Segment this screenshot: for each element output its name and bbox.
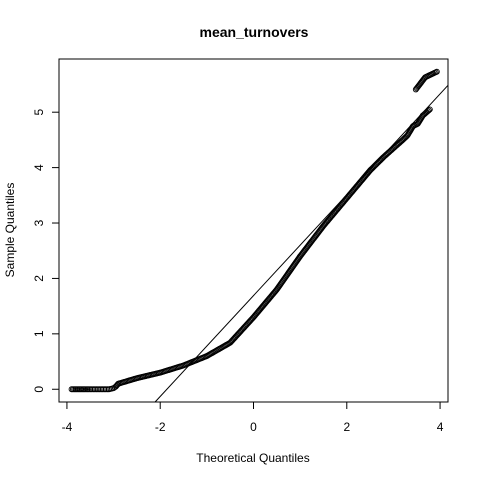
x-axis-label: Theoretical Quantiles (196, 451, 309, 465)
y-tick-label: 1 (32, 330, 46, 337)
plot-frame (58, 58, 449, 403)
data-point (426, 106, 433, 113)
x-tick-label: -4 (62, 420, 73, 434)
y-tick-label: 5 (32, 109, 46, 116)
x-tick-label: -2 (155, 420, 166, 434)
data-point (425, 107, 432, 114)
y-tick-label: 3 (32, 219, 46, 226)
y-axis-label: Sample Quantiles (3, 183, 17, 278)
chart-title: mean_turnovers (200, 24, 309, 40)
y-tick-label: 4 (32, 164, 46, 171)
y-axis: 0 1 2 3 4 5 (32, 109, 60, 393)
reference-line (154, 84, 449, 403)
data-point (433, 68, 440, 75)
data-points (68, 68, 440, 393)
x-tick-label: 4 (437, 420, 444, 434)
x-tick-label: 2 (343, 420, 350, 434)
x-axis: -4 -2 0 2 4 (62, 401, 444, 434)
y-tick-label: 2 (32, 275, 46, 282)
x-tick-label: 0 (250, 420, 257, 434)
y-tick-label: 0 (32, 386, 46, 393)
